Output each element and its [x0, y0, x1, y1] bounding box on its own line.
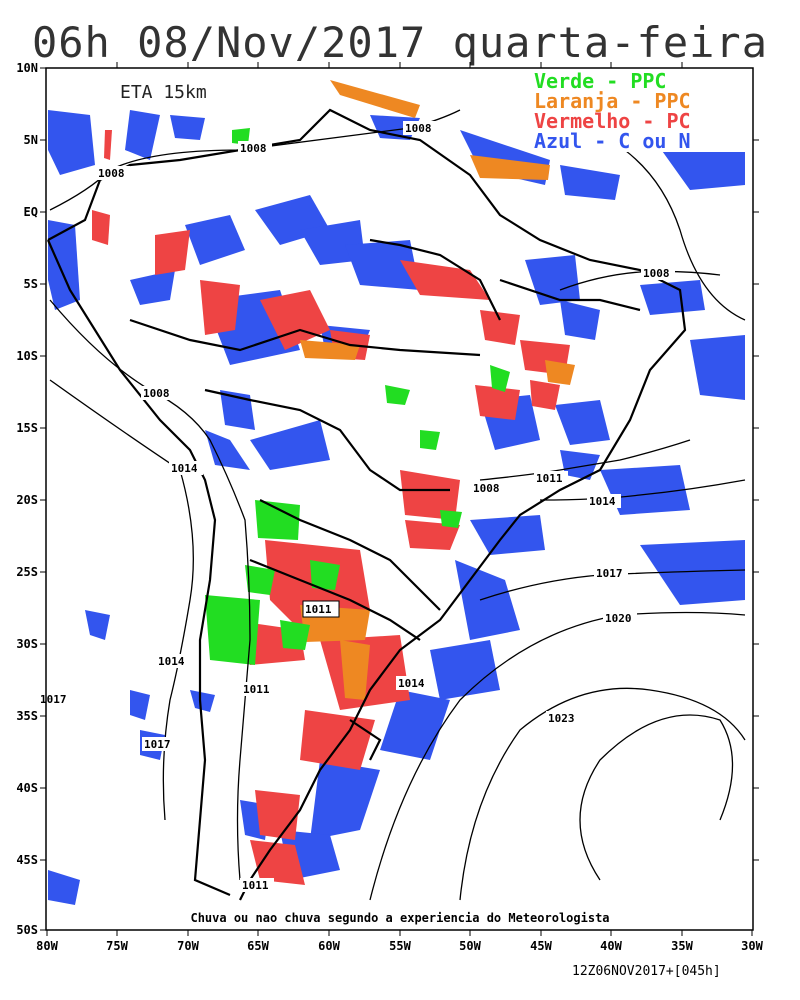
svg-text:1008: 1008 — [143, 387, 170, 400]
svg-text:70W: 70W — [177, 939, 199, 953]
svg-text:10S: 10S — [16, 349, 38, 363]
svg-text:1014: 1014 — [398, 677, 425, 690]
legend-red: Vermelho - PC — [534, 109, 691, 133]
green-rain-areas — [205, 128, 510, 665]
map-title: 06h 08/Nov/2017 quarta-feira — [31, 18, 768, 67]
svg-text:40S: 40S — [16, 781, 38, 795]
svg-text:55W: 55W — [389, 939, 411, 953]
caption-background — [47, 905, 752, 929]
svg-text:5S: 5S — [24, 277, 38, 291]
svg-text:80W: 80W — [36, 939, 58, 953]
legend-orange: Laranja - PPC — [534, 89, 691, 113]
svg-text:30W: 30W — [741, 939, 763, 953]
svg-text:1008: 1008 — [643, 267, 670, 280]
svg-text:1008: 1008 — [405, 122, 432, 135]
svg-text:1008: 1008 — [473, 482, 500, 495]
svg-text:50W: 50W — [459, 939, 481, 953]
svg-text:75W: 75W — [106, 939, 128, 953]
svg-text:1014: 1014 — [589, 495, 616, 508]
svg-text:1008: 1008 — [98, 167, 125, 180]
svg-text:5N: 5N — [24, 133, 38, 147]
forecast-run-label: 12Z06NOV2017+[045h] — [572, 964, 721, 979]
legend: Verde - PPC Laranja - PPC Vermelho - PC … — [528, 69, 748, 153]
svg-text:30S: 30S — [16, 637, 38, 651]
isobar-labels: 1008 1008 1008 1008 1008 1008 1011 1014 … — [40, 121, 675, 892]
svg-text:EQ: EQ — [24, 205, 38, 219]
svg-text:10N: 10N — [16, 61, 38, 75]
svg-text:1014: 1014 — [171, 462, 198, 475]
longitude-axis: 80W 75W 70W 65W 60W 55W 50W 45W 40W 35W … — [36, 62, 764, 953]
svg-text:40W: 40W — [600, 939, 622, 953]
svg-text:1017: 1017 — [40, 693, 67, 706]
svg-text:1011: 1011 — [305, 603, 332, 616]
legend-blue: Azul - C ou N — [534, 129, 691, 153]
svg-text:1017: 1017 — [144, 738, 171, 751]
svg-text:1020: 1020 — [605, 612, 632, 625]
svg-text:1023: 1023 — [548, 712, 575, 725]
svg-text:60W: 60W — [318, 939, 340, 953]
svg-text:1011: 1011 — [536, 472, 563, 485]
svg-text:35S: 35S — [16, 709, 38, 723]
svg-text:1014: 1014 — [158, 655, 185, 668]
svg-text:1011: 1011 — [243, 683, 270, 696]
svg-text:65W: 65W — [247, 939, 269, 953]
svg-text:25S: 25S — [16, 565, 38, 579]
svg-text:35W: 35W — [671, 939, 693, 953]
svg-text:1008: 1008 — [240, 142, 267, 155]
caption: Chuva ou nao chuva segundo a experiencia… — [190, 911, 609, 925]
svg-text:45S: 45S — [16, 853, 38, 867]
svg-text:20S: 20S — [16, 493, 38, 507]
svg-text:45W: 45W — [530, 939, 552, 953]
svg-text:1017: 1017 — [596, 567, 623, 580]
svg-text:15S: 15S — [16, 421, 38, 435]
model-label: ETA 15km — [120, 82, 207, 103]
svg-text:50S: 50S — [16, 923, 38, 937]
svg-text:1011: 1011 — [242, 879, 269, 892]
latitude-axis: 10N 5N EQ 5S 10S 15S 20S 25S 30S 35S 40S… — [16, 61, 759, 937]
legend-green: Verde - PPC — [534, 69, 666, 93]
